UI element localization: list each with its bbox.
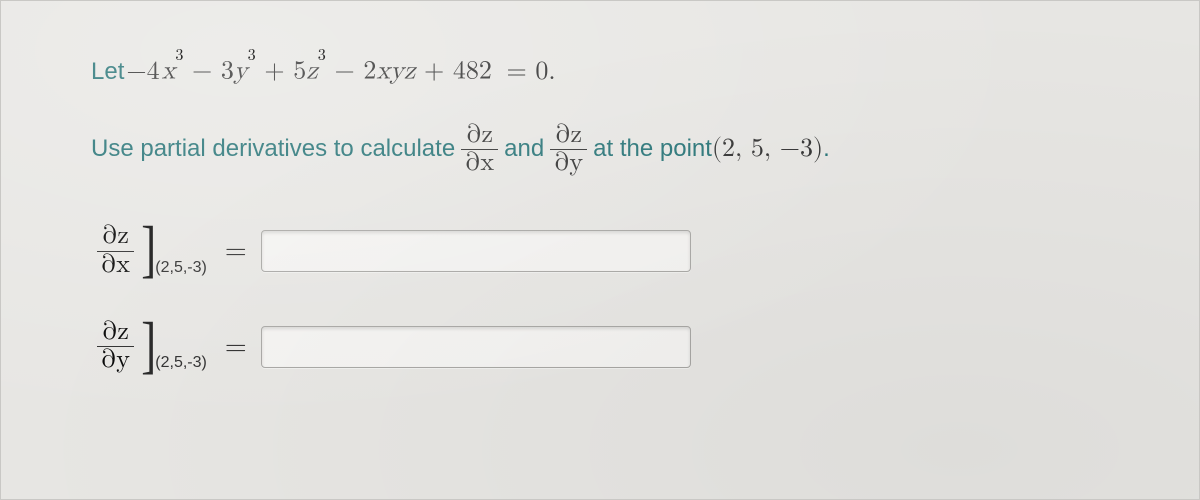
dzdx-fraction: ∂z ∂x bbox=[461, 122, 498, 178]
instruction-text-1: Use partial derivatives to calculate bbox=[91, 135, 455, 163]
answer-row-dzdy: ∂z ∂y ] (2,5,-3) = bbox=[91, 319, 1109, 375]
equals-1: = bbox=[225, 234, 247, 268]
right-bracket-icon: ] bbox=[141, 223, 156, 274]
instruction-text-2: at the point bbox=[593, 135, 712, 163]
problem-sheet: Let −4x3 − 3y3 + 5z3 − 2xyz + 482 = 0. U… bbox=[0, 0, 1200, 500]
dzdy-answer-input[interactable] bbox=[261, 326, 691, 368]
let-label: Let bbox=[91, 58, 124, 86]
instruction-line: Use partial derivatives to calculate ∂z … bbox=[91, 122, 1109, 178]
eval-point-2: (2,5,-3) bbox=[155, 354, 207, 372]
dzdx-evaluated: ∂z ∂x ] (2,5,-3) bbox=[91, 223, 207, 279]
dzdy-fraction-row: ∂z ∂y bbox=[97, 319, 134, 375]
dzdy-evaluated: ∂z ∂y ] (2,5,-3) bbox=[91, 319, 207, 375]
dzdx-fraction-row: ∂z ∂x bbox=[97, 223, 134, 279]
dzdy-fraction: ∂z ∂y bbox=[550, 122, 587, 178]
point-label: (2, 5, −3) bbox=[712, 134, 823, 165]
equation-line: Let −4x3 − 3y3 + 5z3 − 2xyz + 482 = 0. bbox=[91, 56, 1109, 88]
equation-expression: −4x3 − 3y3 + 5z3 − 2xyz + 482 = 0. bbox=[124, 56, 555, 88]
answer-row-dzdx: ∂z ∂x ] (2,5,-3) = bbox=[91, 223, 1109, 279]
eval-point-1: (2,5,-3) bbox=[155, 259, 207, 277]
equals-2: = bbox=[225, 330, 247, 364]
instruction-end: . bbox=[823, 135, 830, 163]
dzdx-answer-input[interactable] bbox=[261, 230, 691, 272]
and-label: and bbox=[504, 135, 544, 163]
right-bracket-icon: ] bbox=[141, 319, 156, 370]
